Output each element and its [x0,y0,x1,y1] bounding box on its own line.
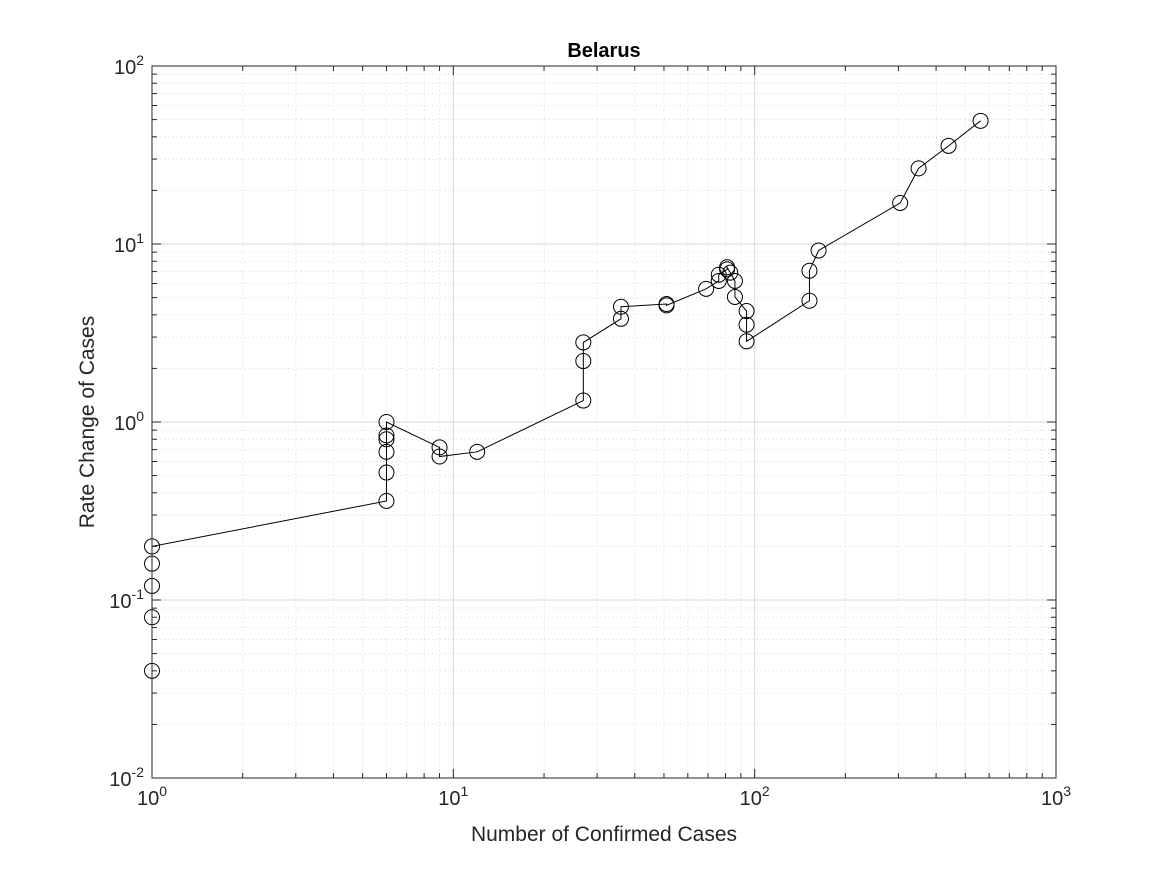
y-tick-label: 101 [114,230,144,257]
x-tick-label: 102 [740,783,770,810]
data-point [612,310,629,327]
x-tick-label: 100 [137,783,167,810]
data-point [722,264,739,281]
grid [151,66,1056,779]
chart-title: Belarus [567,40,640,62]
axis-ticks [151,66,1056,779]
data-point [698,280,715,297]
y-tick-label: 10-2 [109,764,144,791]
data-point [378,492,395,509]
data-series [144,112,989,679]
data-point [719,259,736,276]
data-point [940,137,957,154]
data-point [378,427,395,444]
data-point [378,414,395,430]
data-point [378,443,395,460]
tick-labels: 100 101 102 103 10-2 10-1 100 101 102 [109,52,1071,810]
x-tick-label: 101 [438,783,468,810]
data-point [658,297,675,314]
y-tick-label: 102 [114,52,144,79]
y-axis-label: Rate Change of Cases [76,316,99,528]
y-tick-label: 10-1 [109,586,144,613]
data-point [892,194,909,211]
series-line [151,120,981,671]
data-point [801,292,818,309]
data-point [810,242,827,259]
data-point [612,298,629,315]
data-point [575,353,592,370]
x-axis-label: Number of Confirmed Cases [471,823,737,846]
data-point [726,288,743,305]
data-point [972,112,989,129]
data-point [738,303,755,320]
data-point [378,431,395,448]
x-tick-label: 103 [1041,783,1071,810]
data-point [726,272,743,289]
data-point [469,443,486,460]
data-point [575,392,592,409]
data-point [801,262,818,279]
data-point [738,333,755,350]
data-point [431,439,448,456]
data-point [431,448,448,465]
data-point [910,160,927,177]
data-point [738,316,755,333]
data-point [575,334,592,351]
data-point [378,464,395,481]
data-point [710,272,727,289]
y-tick-label: 100 [114,408,144,435]
